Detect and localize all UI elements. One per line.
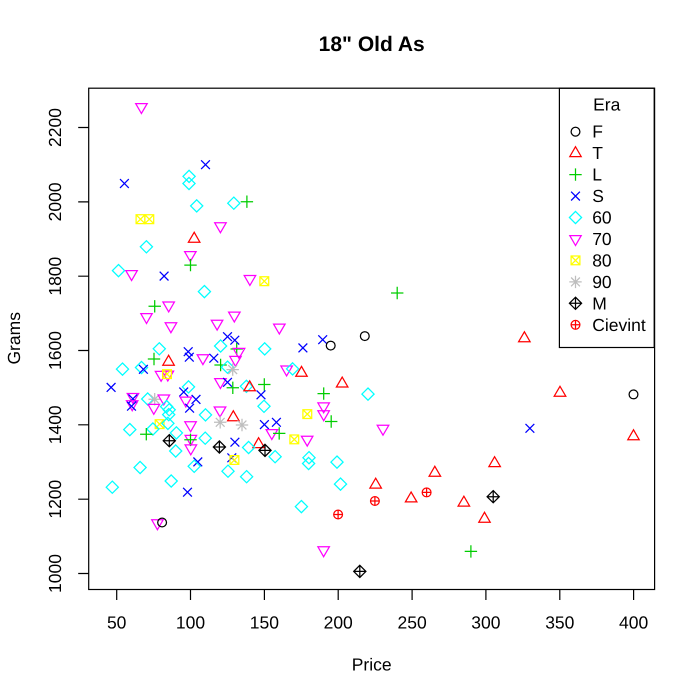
svg-text:Era: Era (593, 95, 621, 115)
svg-text:400: 400 (619, 613, 648, 633)
svg-text:1200: 1200 (45, 479, 65, 518)
svg-text:1800: 1800 (45, 256, 65, 295)
svg-text:Price: Price (352, 654, 392, 674)
svg-text:Cievint: Cievint (592, 315, 646, 335)
svg-text:2000: 2000 (45, 182, 65, 221)
svg-text:S: S (592, 186, 604, 206)
svg-text:T: T (592, 143, 603, 163)
svg-text:18" Old As: 18" Old As (319, 33, 425, 56)
svg-text:60: 60 (592, 208, 612, 228)
svg-text:M: M (592, 293, 607, 313)
svg-text:70: 70 (592, 229, 612, 249)
svg-text:150: 150 (250, 613, 279, 633)
svg-text:250: 250 (397, 613, 426, 633)
svg-text:300: 300 (471, 613, 500, 633)
svg-text:50: 50 (107, 613, 127, 633)
svg-text:80: 80 (592, 250, 612, 270)
svg-text:200: 200 (324, 613, 353, 633)
svg-text:100: 100 (176, 613, 205, 633)
svg-text:2200: 2200 (45, 108, 65, 147)
svg-text:L: L (592, 165, 602, 185)
svg-text:1400: 1400 (45, 405, 65, 444)
svg-text:Grams: Grams (4, 312, 24, 365)
svg-text:1000: 1000 (45, 554, 65, 593)
svg-text:F: F (592, 122, 603, 142)
svg-text:90: 90 (592, 272, 612, 292)
svg-text:350: 350 (545, 613, 574, 633)
svg-text:1600: 1600 (45, 331, 65, 370)
